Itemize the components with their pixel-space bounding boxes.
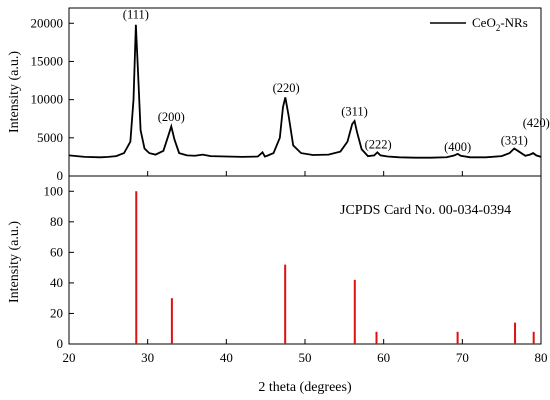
bottom-y-tick-label: 0 (57, 336, 64, 351)
top-y-tick-label: 15000 (31, 53, 64, 68)
peak-label: (200) (158, 110, 185, 124)
x-axis-title: 2 theta (degrees) (258, 380, 352, 395)
peak-label: (220) (273, 81, 300, 95)
bottom-y-axis-title: Intensity (a.u.) (7, 221, 22, 303)
bottom-x-tick-label: 30 (141, 350, 154, 365)
reference-bars (135, 191, 535, 344)
top-panel: 0 5000 10000 15000 20000 (111) (200) (220) (311… (7, 7, 550, 183)
reference-card-title: JCPDS Card No. 00-034-0394 (340, 203, 511, 218)
bottom-x-tick-label: 70 (456, 350, 469, 365)
bottom-y-tick-label: 80 (50, 214, 63, 229)
peak-label: (111) (123, 8, 149, 22)
bottom-y-tick-label: 100 (44, 183, 64, 198)
bottom-y-tick-label: 20 (50, 305, 63, 320)
peak-label: (222) (365, 138, 392, 152)
bottom-y-ticks: 0 20 40 60 80 100 (44, 183, 74, 351)
bottom-y-tick-label: 60 (50, 244, 63, 259)
top-y-tick-label: 5000 (37, 130, 63, 145)
bottom-panel-frame (68, 175, 542, 345)
diffraction-curve (68, 24, 542, 159)
top-x-ticks (68, 171, 542, 176)
peak-label: (420) (523, 116, 550, 130)
peak-label: (331) (501, 134, 528, 148)
top-y-tick-label: 0 (57, 168, 64, 183)
legend-subscript: 2 (496, 23, 501, 33)
legend: CeO2-NRs (430, 15, 528, 33)
peak-labels: (111) (200) (220) (311) (222) (400) (331) (420) (123, 8, 550, 154)
legend-suffix: -NRs (500, 15, 527, 30)
legend-label: CeO2-NRs (472, 15, 528, 33)
bottom-x-ticks: 20 30 40 50 60 70 80 (63, 339, 548, 365)
top-y-ticks: 0 5000 10000 15000 20000 (31, 15, 74, 183)
bottom-x-tick-label: 80 (535, 350, 548, 365)
bottom-y-tick-label: 40 (50, 275, 63, 290)
top-y-tick-label: 20000 (31, 15, 64, 30)
peak-label: (311) (341, 105, 368, 119)
peak-label: (400) (444, 140, 471, 154)
bottom-x-tick-label: 50 (299, 350, 312, 365)
bottom-x-tick-label: 40 (220, 350, 233, 365)
bottom-x-tick-label: 20 (63, 350, 76, 365)
top-y-axis-title: Intensity (a.u.) (7, 51, 22, 133)
top-y-tick-label: 10000 (31, 92, 64, 107)
bottom-x-tick-label: 60 (377, 350, 390, 365)
